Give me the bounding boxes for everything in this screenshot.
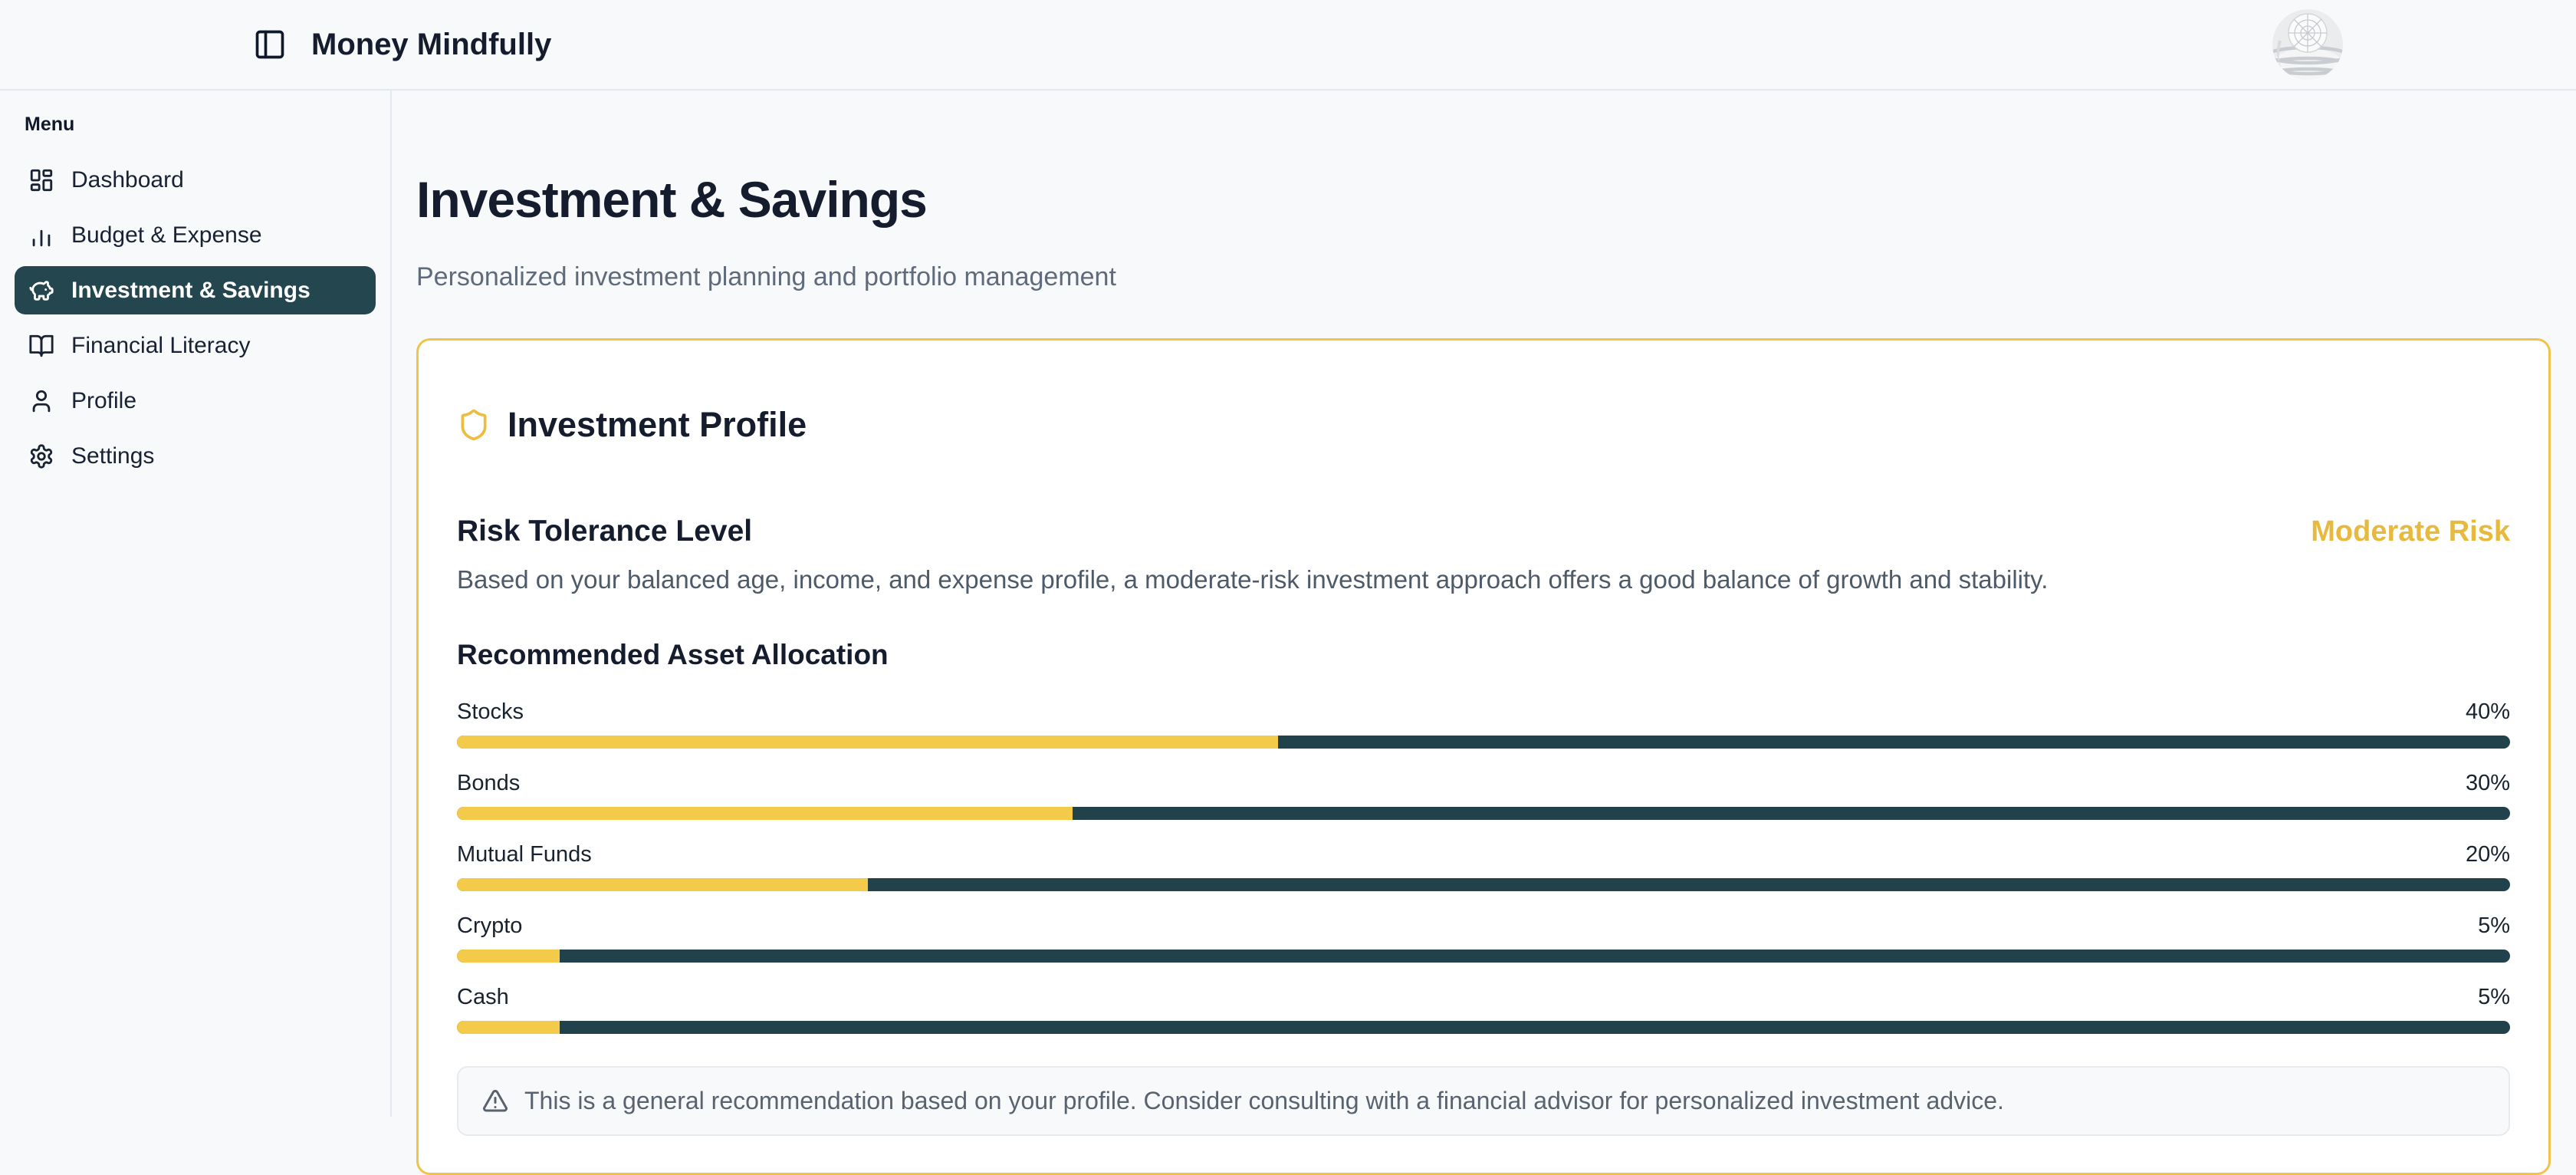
allocation-percent: 40% <box>2465 699 2510 725</box>
sidebar-item-label: Profile <box>71 387 137 413</box>
risk-level-value: Moderate Risk <box>2311 515 2510 548</box>
shield-icon <box>457 408 491 442</box>
panel-left-icon <box>253 28 288 61</box>
bar-chart-icon <box>28 222 54 248</box>
sidebar-item-label: Settings <box>71 443 155 469</box>
allocation-heading: Recommended Asset Allocation <box>457 639 889 671</box>
allocation-bar-fill <box>457 1021 560 1035</box>
sidebar-menu-label: Menu <box>25 114 75 135</box>
alert-triangle-icon <box>481 1088 509 1115</box>
allocation-row-header: Mutual Funds 20% <box>457 842 2510 867</box>
allocation-label: Cash <box>457 985 509 1010</box>
app-layout: Menu Dashboard Budget & Expense <box>0 91 2576 1175</box>
allocation-percent: 5% <box>2478 985 2510 1010</box>
sidebar: Menu Dashboard Budget & Expense <box>0 91 392 1117</box>
allocation-bar-fill <box>457 736 1279 749</box>
profile-avatar[interactable] <box>2272 9 2343 80</box>
dashboard-icon <box>28 167 54 193</box>
advisory-note-text: This is a general recommendation based o… <box>524 1087 2004 1115</box>
allocation-bar-fill <box>457 878 868 892</box>
sidebar-item-profile[interactable]: Profile <box>15 377 376 425</box>
risk-tolerance-row: Risk Tolerance Level Moderate Risk <box>457 515 2510 548</box>
card-title: Investment Profile <box>508 404 807 444</box>
sidebar-item-dashboard[interactable]: Dashboard <box>15 156 376 204</box>
allocation-label: Bonds <box>457 771 521 796</box>
investment-profile-card: Investment Profile Risk Tolerance Level … <box>416 338 2551 1175</box>
allocation-label: Stocks <box>457 699 524 725</box>
allocation-row-header: Stocks 40% <box>457 699 2510 725</box>
allocation-row: Mutual Funds 20% <box>457 842 2510 892</box>
sidebar-item-budget-expense[interactable]: Budget & Expense <box>15 211 376 259</box>
allocation-bar-track <box>457 950 2510 963</box>
risk-description: Based on your balanced age, income, and … <box>457 565 2049 594</box>
main-content: Investment & Savings Personalized invest… <box>392 91 2576 1175</box>
allocation-bar-track <box>457 736 2510 749</box>
user-icon <box>28 388 54 414</box>
allocation-bar-track <box>457 807 2510 821</box>
allocation-row: Cash 5% <box>457 985 2510 1035</box>
allocation-label: Crypto <box>457 913 523 939</box>
allocation-bar-track <box>457 878 2510 892</box>
sidebar-item-label: Financial Literacy <box>71 332 251 358</box>
gear-icon <box>28 443 54 469</box>
allocation-percent: 5% <box>2478 913 2510 939</box>
allocation-label: Mutual Funds <box>457 842 592 867</box>
page-title: Investment & Savings <box>416 171 928 229</box>
sidebar-item-settings[interactable]: Settings <box>15 432 376 480</box>
allocation-row-header: Crypto 5% <box>457 913 2510 939</box>
globe-avatar-image <box>2272 9 2343 80</box>
sidebar-item-financial-literacy[interactable]: Financial Literacy <box>15 321 376 370</box>
piggy-bank-icon <box>28 278 54 304</box>
allocation-row-header: Cash 5% <box>457 985 2510 1010</box>
allocation-list: Stocks 40% Bonds 30% Mutual Funds 20% Cr… <box>457 699 2510 1035</box>
page-subtitle: Personalized investment planning and por… <box>416 262 1116 292</box>
sidebar-nav: Dashboard Budget & Expense Investme <box>15 156 376 480</box>
allocation-bar-track <box>457 1021 2510 1035</box>
risk-tolerance-heading: Risk Tolerance Level <box>457 515 753 548</box>
book-open-icon <box>28 333 54 359</box>
app-title: Money Mindfully <box>311 27 552 61</box>
sidebar-item-label: Investment & Savings <box>71 277 310 303</box>
sidebar-item-investment-savings[interactable]: Investment & Savings <box>15 266 376 314</box>
app-header: Money Mindfully <box>0 0 2576 91</box>
allocation-row-header: Bonds 30% <box>457 771 2510 796</box>
allocation-percent: 20% <box>2465 842 2510 867</box>
allocation-bar-fill <box>457 807 1073 821</box>
allocation-row: Stocks 40% <box>457 699 2510 749</box>
allocation-row: Bonds 30% <box>457 771 2510 821</box>
allocation-bar-fill <box>457 950 560 963</box>
sidebar-toggle-button[interactable] <box>253 27 288 62</box>
card-header: Investment Profile <box>457 376 2510 473</box>
allocation-percent: 30% <box>2465 771 2510 796</box>
allocation-row: Crypto 5% <box>457 913 2510 963</box>
sidebar-item-label: Budget & Expense <box>71 222 262 248</box>
sidebar-item-label: Dashboard <box>71 166 184 193</box>
advisory-note: This is a general recommendation based o… <box>457 1066 2510 1137</box>
